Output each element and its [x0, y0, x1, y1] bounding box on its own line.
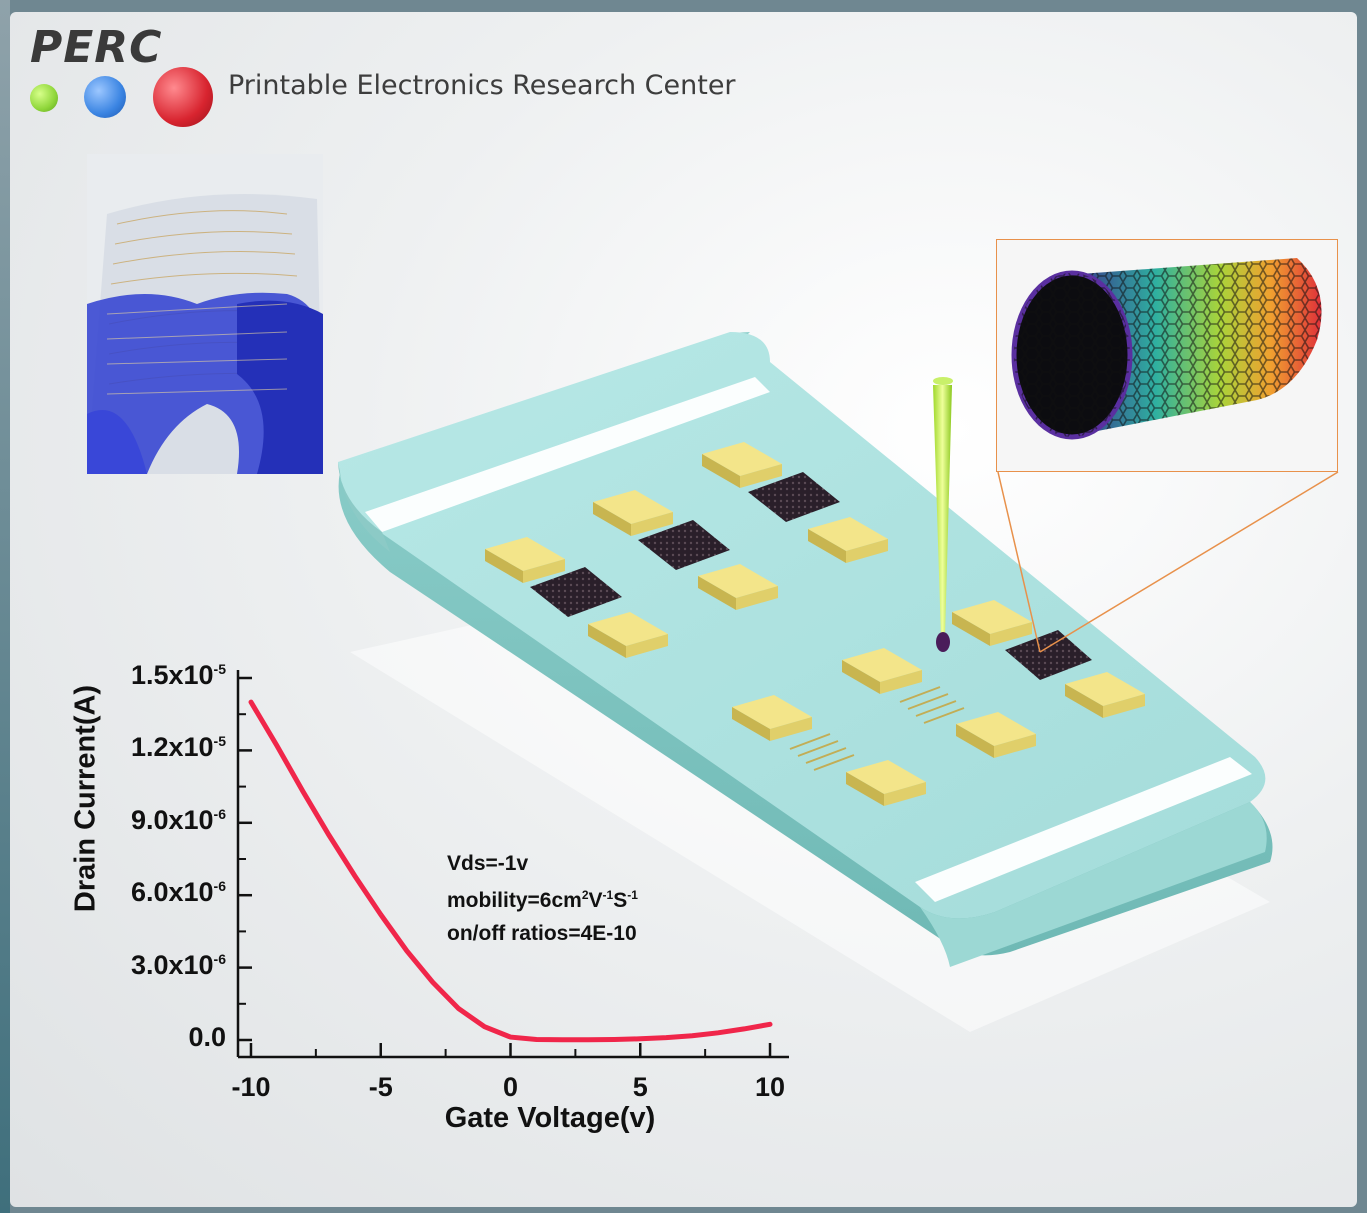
- y-tick-label: 6.0x10-6: [130, 877, 226, 908]
- print-nozzle: [933, 385, 952, 637]
- drain-current-curve: [248, 699, 773, 1043]
- mobility-annotation: mobility=6cm2V-1S-1: [447, 888, 638, 912]
- ink-droplet: [936, 632, 950, 652]
- blue-dot-logo: [84, 76, 126, 118]
- y-tick-label: 0.0: [188, 1022, 226, 1052]
- chart-ticks: [238, 676, 772, 1057]
- y-axis-label: Drain Current(A): [69, 684, 102, 913]
- chart-axes: [236, 670, 789, 1059]
- flexible-film-photo: [87, 154, 323, 474]
- perc-logo: PERC: [30, 22, 163, 73]
- y-tick-label: 1.5x10-5: [130, 660, 226, 690]
- red-dot-logo: [153, 67, 213, 127]
- y-tick-label: 1.2x10-5: [130, 732, 226, 763]
- x-tick-label: 0: [502, 1072, 519, 1102]
- x-tick-label: -5: [368, 1072, 393, 1102]
- y-tick-label: 9.0x10-6: [130, 804, 226, 835]
- onoff-annotation: on/off ratios=4E-10: [447, 922, 637, 945]
- device-illustration: [338, 332, 1339, 1032]
- x-tick-label: -10: [231, 1072, 271, 1102]
- poster-edge: [0, 0, 10, 1213]
- y-tick-label: 3.0x10-6: [130, 949, 226, 980]
- x-tick-label: 10: [754, 1072, 786, 1102]
- center-name: Printable Electronics Research Center: [228, 70, 736, 101]
- x-tick-label: 5: [632, 1072, 648, 1102]
- electrode-array: [485, 442, 1145, 806]
- x-axis-label: Gate Voltage(v): [444, 1102, 656, 1134]
- poster: PERC Printable Electronics Research Cent…: [10, 12, 1357, 1207]
- transfer-curve-chart: [236, 670, 789, 1059]
- nanotube-inset: [996, 239, 1338, 472]
- green-dot-logo: [30, 84, 58, 112]
- vds-annotation: Vds=-1v: [447, 852, 529, 875]
